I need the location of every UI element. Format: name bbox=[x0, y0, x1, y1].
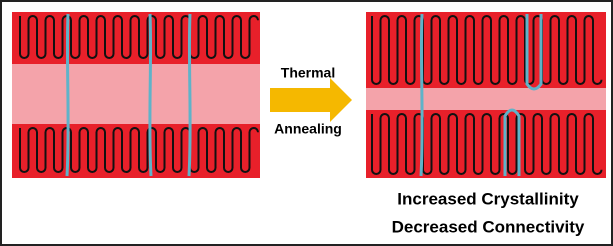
amorphous-band bbox=[366, 88, 606, 110]
crystal-band bbox=[12, 12, 260, 64]
tie-chain bbox=[150, 14, 151, 176]
before-panel bbox=[12, 12, 260, 178]
after-panel bbox=[366, 12, 606, 178]
crystal-band bbox=[12, 124, 260, 178]
result-label: Decreased Connectivity bbox=[392, 217, 585, 236]
tie-chain bbox=[421, 14, 422, 176]
amorphous-band bbox=[12, 64, 260, 124]
diagram: Thermal Annealing Increased Crystallinit… bbox=[0, 0, 613, 246]
tie-chain bbox=[189, 14, 190, 176]
tie-chain bbox=[67, 14, 68, 176]
arrow-label: Thermal bbox=[281, 65, 335, 81]
crystal-band bbox=[366, 110, 606, 178]
arrow-label: Annealing bbox=[274, 121, 342, 137]
crystal-band bbox=[366, 12, 606, 88]
result-label: Increased Crystallinity bbox=[397, 189, 579, 208]
